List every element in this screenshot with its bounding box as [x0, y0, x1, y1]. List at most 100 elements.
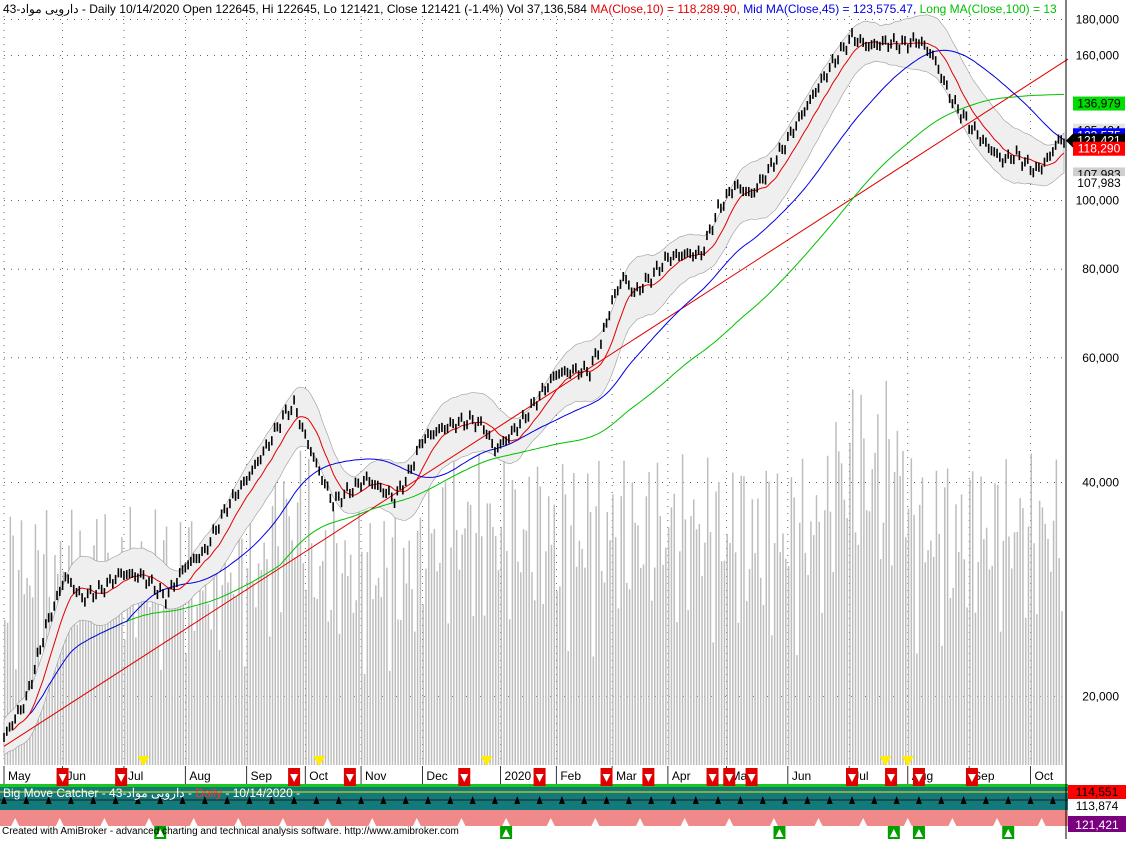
volume-bar	[743, 476, 745, 765]
indicator-value-mid: 113,874	[1076, 799, 1119, 813]
volume-bar	[545, 551, 547, 765]
volume-bar	[584, 567, 586, 765]
indicator-up-arrow	[725, 818, 734, 826]
indicator-up-arrow	[502, 818, 511, 826]
volume-bar	[843, 499, 846, 765]
indicator-tick-arrow	[625, 796, 632, 804]
volume-bar	[79, 530, 81, 765]
volume-bar	[720, 561, 723, 765]
sell-signal-arrow	[345, 774, 354, 782]
indicator-up-arrow	[457, 818, 466, 826]
sell-signal-arrow	[602, 774, 611, 782]
sell-signal-arrow	[725, 774, 734, 782]
month-label: Feb	[560, 769, 581, 783]
volume-bar	[924, 562, 927, 765]
volume-bar	[810, 521, 812, 765]
volume-bar	[534, 600, 536, 765]
volume-bar	[383, 521, 385, 765]
value-label-box	[1073, 176, 1125, 191]
volume-bar	[174, 572, 176, 765]
y-tick-label: 180,000	[1076, 12, 1120, 26]
volume-bar	[453, 459, 455, 765]
volume-bar	[561, 464, 564, 765]
volume-bar	[902, 450, 904, 765]
indicator-tick-arrow	[670, 796, 677, 804]
indicator-tick-arrow	[425, 796, 431, 804]
volume-bar	[1005, 459, 1007, 765]
volume-bar	[595, 506, 597, 765]
volume-bar	[400, 619, 402, 765]
volume-bar	[380, 597, 383, 765]
indicator-up-arrow	[412, 818, 421, 826]
volume-bar	[274, 441, 277, 765]
volume-bar	[600, 570, 603, 765]
indicator-tick-arrow	[157, 796, 164, 804]
volume-bar	[854, 532, 857, 765]
sell-signal-arrow	[914, 774, 923, 782]
mid-ma-line	[25, 49, 1065, 719]
yellow-signal-marker	[901, 756, 914, 766]
indicator-tick-arrow	[90, 796, 97, 804]
indicator-tick-arrow	[1005, 796, 1012, 804]
volume-bar	[1030, 453, 1033, 765]
y-tick-label: 160,000	[1076, 49, 1120, 63]
indicator-tick-arrow	[224, 796, 231, 804]
volume-bar	[257, 563, 260, 765]
volume-bar	[916, 653, 918, 765]
volume-bar	[718, 482, 720, 765]
volume-bar	[40, 672, 42, 765]
indicator-tick-arrow	[23, 796, 30, 804]
volume-bar	[511, 480, 514, 765]
volume-bar	[299, 450, 302, 765]
volume-bar	[606, 511, 609, 765]
volume-bar	[676, 622, 678, 765]
sell-signal-arrow	[887, 774, 896, 782]
y-tick-label: 100,000	[1076, 193, 1120, 207]
volume-bar	[143, 571, 145, 765]
month-label: Oct	[1035, 769, 1054, 783]
month-label: Nov	[365, 769, 386, 783]
volume-bar	[266, 559, 268, 765]
volume-bar	[271, 505, 274, 765]
volume-bar	[826, 455, 829, 765]
buy-signal-arrow	[502, 829, 511, 837]
volume-bar	[542, 603, 544, 765]
volume-bar	[539, 486, 542, 765]
volume-bar	[213, 522, 215, 765]
volume-bar	[581, 548, 583, 765]
indicator-up-arrow	[814, 818, 823, 826]
volume-bar	[436, 571, 438, 765]
volume-bar	[732, 472, 734, 765]
volume-bar	[695, 529, 698, 765]
sell-signal-arrow	[848, 774, 856, 782]
value-label: 136,979	[1077, 97, 1121, 111]
volume-bar	[983, 539, 985, 765]
volume-bar	[20, 520, 23, 765]
volume-bar	[411, 589, 413, 765]
yellow-signal-marker	[480, 756, 493, 766]
volume-bar	[768, 481, 770, 765]
volume-bar	[469, 504, 472, 765]
volume-bar	[140, 541, 143, 765]
volume-bar	[355, 600, 357, 765]
volume-bar	[324, 530, 327, 765]
volume-bar	[1024, 617, 1027, 765]
month-label: Mar	[616, 769, 637, 783]
volume-bar	[612, 494, 614, 765]
volume-bar	[96, 519, 98, 765]
volume-bar	[852, 389, 854, 765]
indicator-up-arrow	[145, 818, 154, 826]
month-label: Jul	[128, 769, 143, 783]
sell-signal-arrow	[535, 774, 544, 782]
buy-signal-arrow	[775, 829, 784, 837]
volume-bar	[475, 532, 477, 765]
volume-bar	[821, 612, 823, 765]
indicator-tick-arrow	[603, 796, 610, 804]
volume-bar	[110, 599, 112, 765]
volume-bar	[269, 636, 271, 765]
y-tick-label: 80,000	[1082, 262, 1119, 276]
volume-bar	[863, 438, 865, 765]
volume-bar	[168, 597, 171, 765]
volume-bar	[294, 557, 296, 765]
volume-bar	[76, 624, 79, 765]
